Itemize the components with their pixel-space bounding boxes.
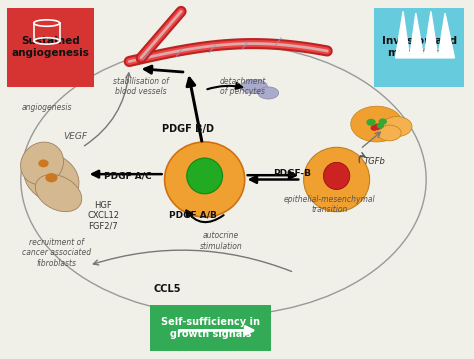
Ellipse shape — [382, 117, 412, 136]
FancyBboxPatch shape — [150, 305, 271, 351]
Ellipse shape — [351, 106, 402, 142]
Text: HGF
CXCL12
FGF2/7: HGF CXCL12 FGF2/7 — [87, 201, 119, 231]
Ellipse shape — [36, 174, 82, 212]
Text: PDGF A/C: PDGF A/C — [104, 172, 152, 181]
Text: TGFb: TGFb — [364, 157, 385, 166]
Text: angiogenesis: angiogenesis — [21, 103, 72, 112]
Ellipse shape — [46, 173, 58, 182]
FancyBboxPatch shape — [7, 8, 94, 87]
Ellipse shape — [20, 142, 64, 185]
Ellipse shape — [377, 123, 384, 129]
FancyBboxPatch shape — [374, 8, 464, 87]
Text: CCL5: CCL5 — [153, 284, 181, 294]
Ellipse shape — [24, 153, 79, 202]
Text: Sustained
angiogenesis: Sustained angiogenesis — [11, 36, 89, 58]
Ellipse shape — [164, 142, 245, 217]
Ellipse shape — [378, 125, 401, 141]
Text: epithelial-mesenchymal
transition: epithelial-mesenchymal transition — [284, 195, 375, 214]
Ellipse shape — [366, 119, 376, 126]
Text: VEGF: VEGF — [63, 132, 87, 141]
Text: autocrine
stimulation: autocrine stimulation — [200, 231, 243, 251]
Ellipse shape — [258, 87, 279, 99]
Ellipse shape — [379, 118, 387, 125]
Text: recruitment of
cancer associated
fibroblasts: recruitment of cancer associated fibrobl… — [22, 238, 91, 268]
Text: Self-sufficiency in
growth signals: Self-sufficiency in growth signals — [161, 317, 260, 339]
Text: stabilisation of
blood vessels: stabilisation of blood vessels — [113, 77, 169, 96]
Ellipse shape — [38, 159, 49, 167]
Ellipse shape — [374, 123, 383, 130]
Ellipse shape — [187, 158, 223, 194]
Ellipse shape — [371, 125, 378, 131]
Polygon shape — [395, 11, 455, 58]
Text: PDGF-B: PDGF-B — [273, 169, 311, 178]
Ellipse shape — [304, 147, 370, 212]
Text: detachment
of pericytes: detachment of pericytes — [219, 77, 265, 96]
Text: Invasion and
metastasis: Invasion and metastasis — [382, 36, 456, 58]
Ellipse shape — [241, 79, 267, 94]
Text: PDGF A/B: PDGF A/B — [169, 211, 217, 220]
Text: PDGF B/D: PDGF B/D — [162, 125, 214, 134]
Ellipse shape — [323, 162, 350, 190]
